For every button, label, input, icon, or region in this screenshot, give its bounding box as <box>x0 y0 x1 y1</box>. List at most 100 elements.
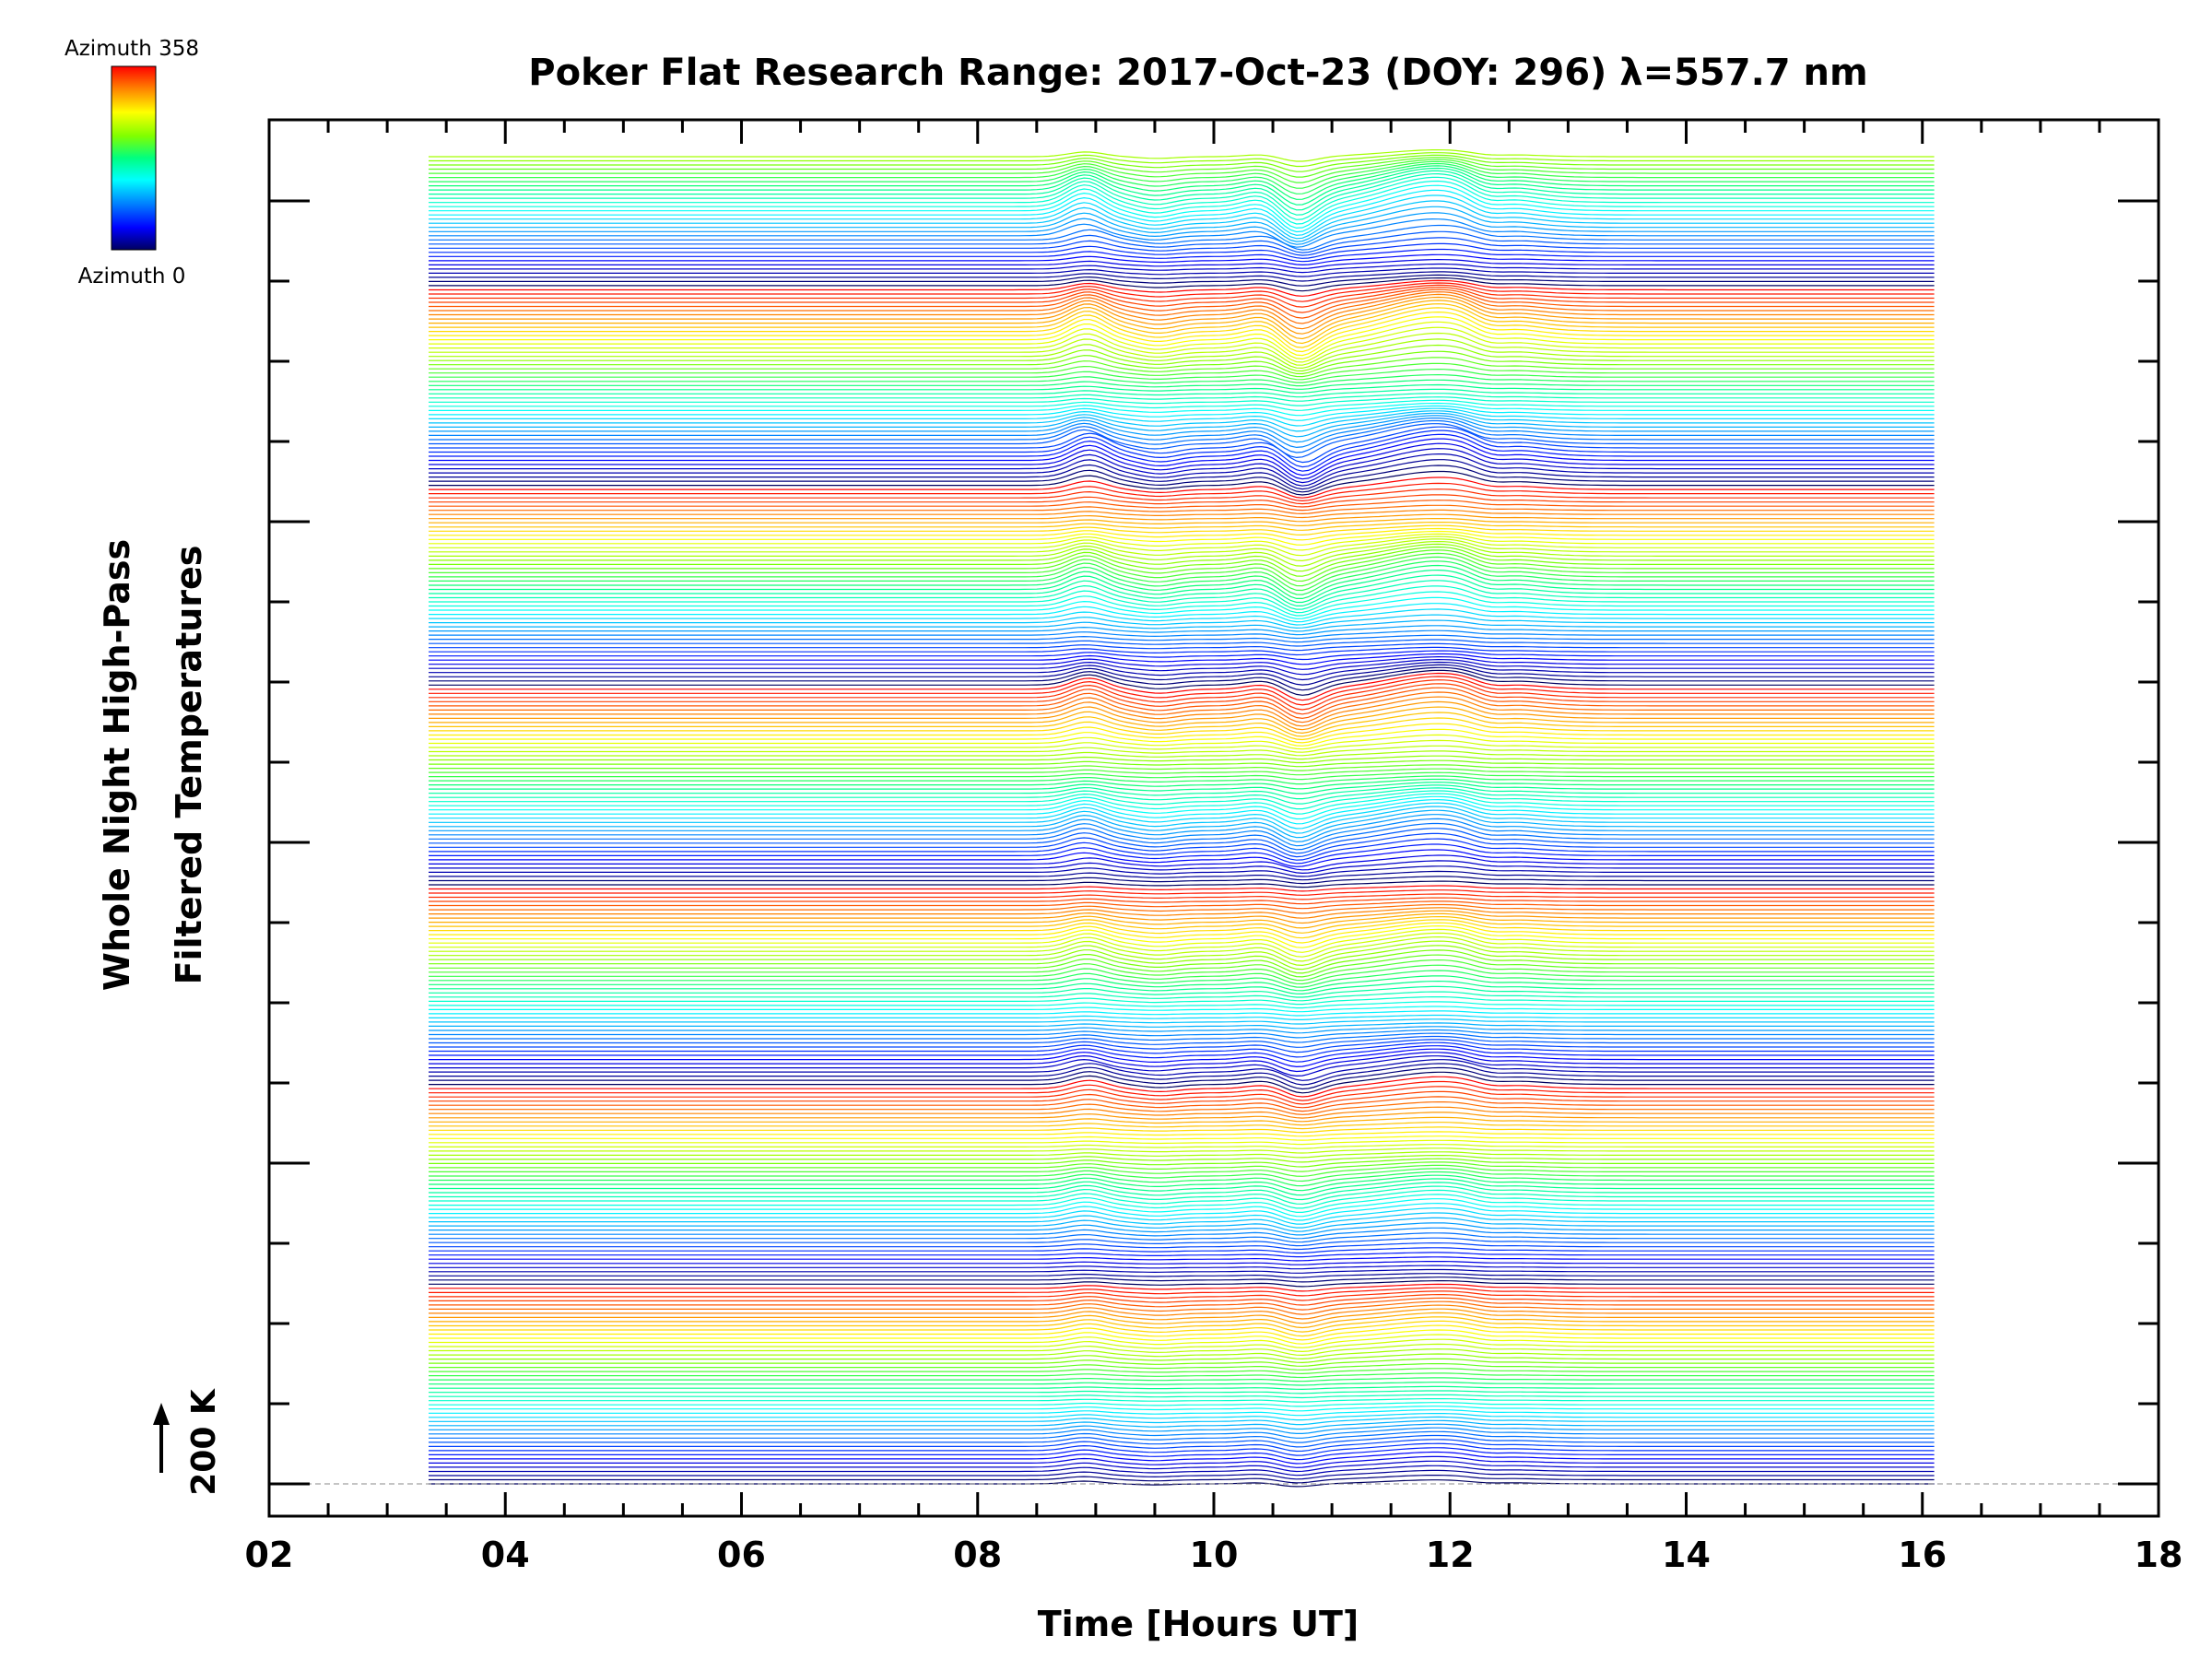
trace-line <box>429 279 1935 297</box>
trace-line <box>429 1232 1935 1243</box>
trace-line <box>429 383 1935 394</box>
trace-line <box>429 429 1935 468</box>
trace-line <box>429 1189 1935 1209</box>
trace-line <box>429 407 1935 427</box>
trace-line <box>429 189 1935 233</box>
trace-line <box>429 1168 1935 1182</box>
trace-line <box>429 180 1935 225</box>
trace-line <box>429 985 1935 998</box>
trace-line <box>429 1164 1935 1177</box>
trace-line <box>429 1419 1935 1430</box>
trace-line <box>429 1368 1935 1375</box>
trace-line <box>429 513 1935 523</box>
trace-line <box>429 399 1935 411</box>
trace-line <box>429 1144 1935 1149</box>
trace-line <box>429 949 1935 974</box>
trace-line <box>429 569 1935 604</box>
x-tick-label: 06 <box>717 1535 766 1575</box>
trace-line <box>429 165 1935 200</box>
trace-line <box>429 1207 1935 1225</box>
trace-line <box>429 556 1935 592</box>
trace-line <box>429 1268 1935 1274</box>
trace-line <box>429 1151 1935 1159</box>
trace-line <box>429 277 1935 292</box>
trace-line <box>429 1413 1935 1421</box>
trace-line <box>429 1161 1935 1172</box>
trace-line <box>429 453 1935 487</box>
trace-line <box>429 212 1935 245</box>
trace-line <box>429 1394 1935 1399</box>
trace-line <box>429 1316 1935 1333</box>
trace-line <box>429 237 1935 256</box>
trace-line <box>429 1029 1935 1039</box>
trace-line <box>429 712 1935 737</box>
trace-line <box>429 224 1935 251</box>
trace-line <box>429 849 1935 867</box>
trace-line <box>429 889 1935 896</box>
trace-line <box>429 546 1935 577</box>
trace-line <box>429 307 1935 348</box>
trace-line <box>429 560 1935 595</box>
trace-line <box>429 1402 1935 1407</box>
trace-line <box>429 991 1935 1002</box>
trace-line <box>429 980 1935 995</box>
trace-line <box>429 723 1935 744</box>
trace-line <box>429 419 1935 453</box>
trace-line <box>429 412 1935 438</box>
trace-line <box>429 646 1935 656</box>
x-tick-label: 08 <box>953 1535 1002 1575</box>
trace-line <box>429 672 1935 701</box>
trace-line <box>429 806 1935 834</box>
plot-frame <box>267 118 2160 1518</box>
trace-line <box>429 1122 1935 1130</box>
trace-line <box>429 488 1935 505</box>
trace-line <box>429 1304 1935 1320</box>
trace-line <box>429 1001 1935 1009</box>
trace-line <box>429 1039 1935 1053</box>
trace-line <box>429 912 1935 929</box>
trace-line <box>429 1139 1935 1146</box>
trace-line <box>429 170 1935 211</box>
trace-line <box>429 919 1935 939</box>
trace-line <box>429 1101 1935 1115</box>
trace-line <box>429 1052 1935 1073</box>
trace-line <box>429 162 1935 194</box>
trace-line <box>429 1010 1935 1017</box>
trace-line <box>429 778 1935 790</box>
x-tick-label: 04 <box>481 1535 530 1575</box>
trace-line <box>429 1382 1935 1386</box>
trace-line <box>429 274 1935 287</box>
trace-line <box>429 1006 1935 1013</box>
trace-line <box>429 1131 1935 1137</box>
trace-line <box>429 1320 1935 1337</box>
trace-line <box>429 1455 1935 1468</box>
trace-line <box>429 661 1935 681</box>
trace-line <box>429 734 1935 750</box>
x-tick-label: 02 <box>245 1535 294 1575</box>
trace-line <box>429 423 1935 459</box>
y-axis-label-line2: Filtered Temperatures <box>169 546 209 985</box>
x-tick-label: 14 <box>1662 1535 1711 1575</box>
trace-line <box>429 706 1935 735</box>
trace-line <box>429 900 1935 910</box>
trace-line <box>429 634 1935 643</box>
trace-line <box>429 1300 1935 1315</box>
trace-line <box>429 326 1935 363</box>
trace-line <box>429 194 1935 236</box>
trace-line <box>429 1338 1935 1353</box>
trace-line <box>429 832 1935 858</box>
trace-line <box>429 759 1935 768</box>
trace-line <box>429 1063 1935 1086</box>
trace-line <box>429 614 1935 629</box>
trace-line <box>429 1212 1935 1229</box>
trace-line <box>429 253 1935 266</box>
trace-line <box>429 1174 1935 1192</box>
x-axis-label: Time [Hours UT] <box>1038 1604 1359 1644</box>
trace-line <box>429 500 1935 512</box>
trace-line <box>429 1409 1935 1417</box>
trace-line <box>429 1222 1935 1236</box>
trace-line <box>429 658 1935 676</box>
trace-line <box>429 1479 1935 1488</box>
trace-line <box>429 935 1935 962</box>
trace-line <box>429 1096 1935 1112</box>
